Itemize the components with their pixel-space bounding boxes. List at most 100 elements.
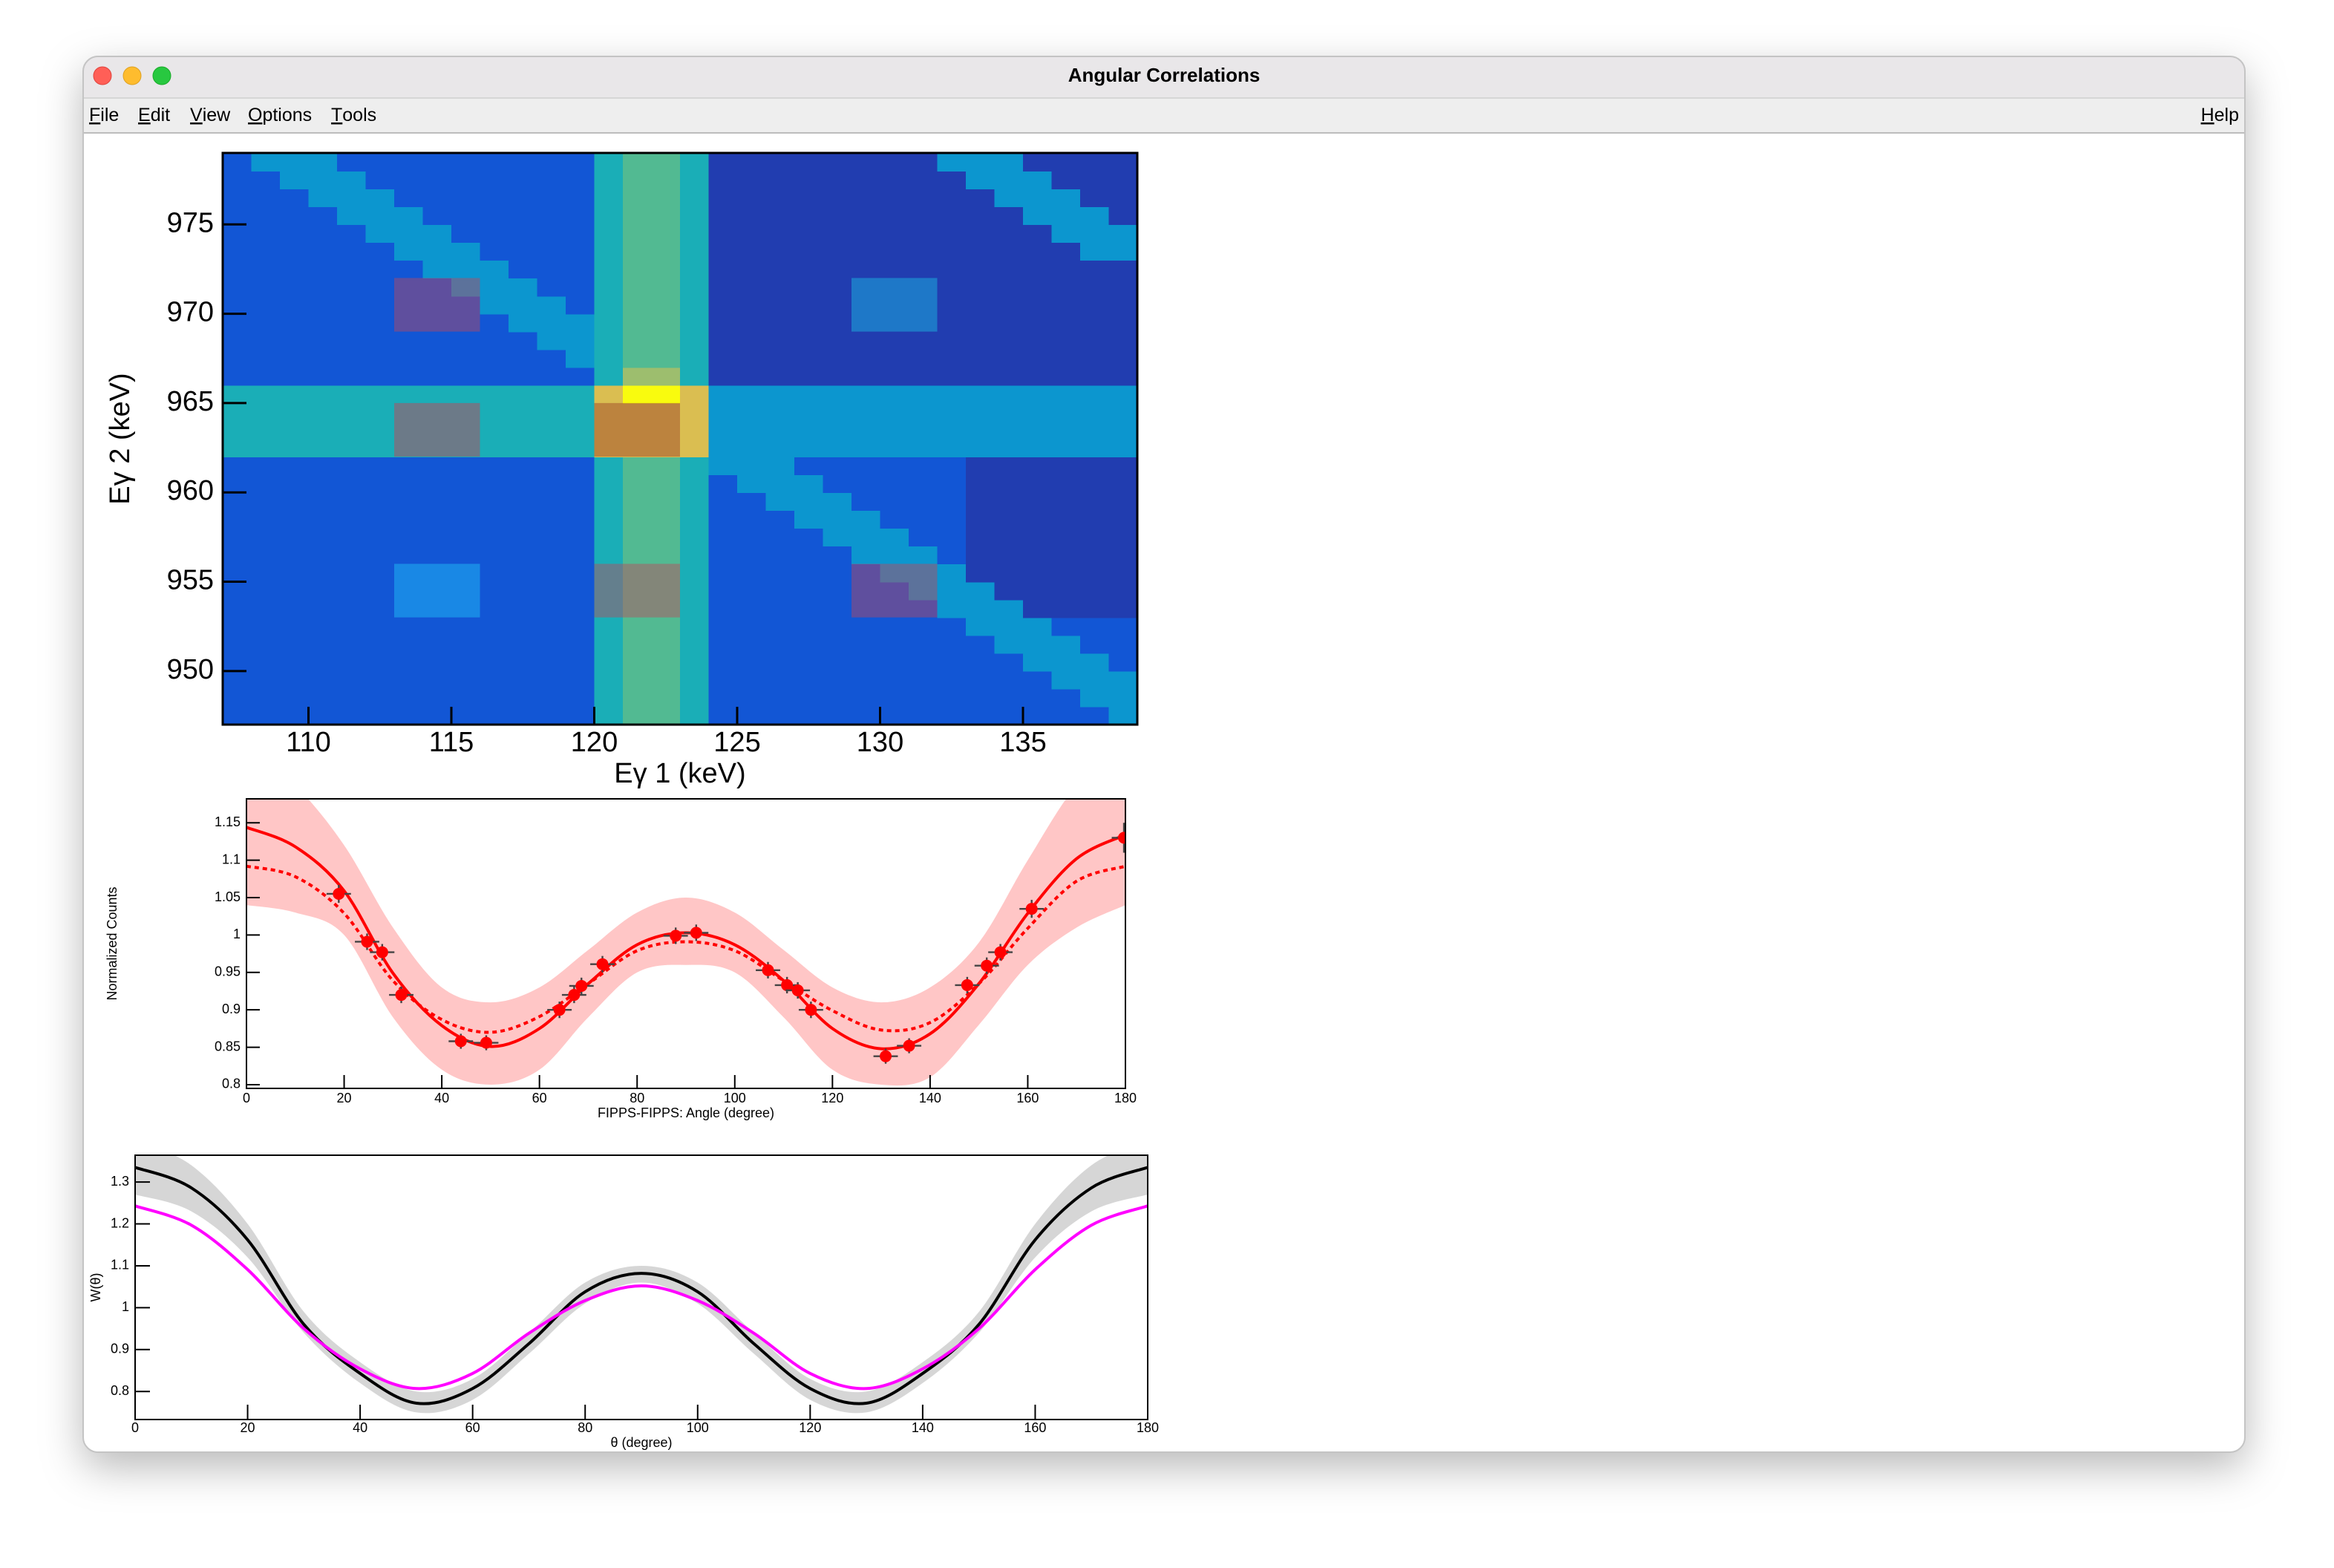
heatmap-cell <box>1080 331 1110 350</box>
heatmap-cell <box>394 206 424 226</box>
heatmap-cell <box>509 385 538 404</box>
heatmap-cell <box>765 260 795 279</box>
y-tick-label: 0.9 <box>111 1342 129 1356</box>
heatmap-cell <box>1051 564 1081 583</box>
heatmap-cell <box>594 331 624 350</box>
heatmap-cell <box>480 581 509 601</box>
heatmap-cell <box>280 492 310 512</box>
data-point <box>553 1004 566 1016</box>
x-tick-label: 100 <box>687 1420 709 1435</box>
heatmap-cell <box>880 706 909 725</box>
heatmap-cell <box>1108 206 1137 226</box>
heatmap-cell <box>280 260 310 279</box>
heatmap-cell <box>394 242 424 261</box>
heatmap-cell <box>880 331 909 350</box>
heatmap-cell <box>1051 688 1081 708</box>
heatmap-cell <box>1108 385 1137 404</box>
heatmap-cell <box>223 278 252 297</box>
heatmap-cell <box>566 206 595 226</box>
heatmap-cell <box>994 653 1024 672</box>
heatmap-cell <box>909 653 938 672</box>
heatmap-cell <box>365 224 395 244</box>
heatmap-cell <box>223 670 252 690</box>
x-axis-title: Eγ 1 (keV) <box>614 758 745 789</box>
heatmap-cell <box>1108 546 1137 565</box>
heatmap-cell <box>708 313 738 333</box>
window-chrome <box>83 56 2245 134</box>
heatmap-cell <box>937 171 967 189</box>
heatmap-cell <box>680 581 710 601</box>
heatmap-cell <box>708 420 738 440</box>
heatmap-cell <box>337 242 367 261</box>
heatmap-cell <box>737 402 767 422</box>
heatmap-cell <box>480 295 509 315</box>
heatmap-cell <box>880 564 909 583</box>
x-tick-label: 130 <box>857 727 903 758</box>
menu-item[interactable]: File <box>89 105 119 125</box>
heatmap-cell <box>651 295 681 315</box>
heatmap-cell <box>880 688 909 708</box>
heatmap-cell <box>651 171 681 189</box>
heatmap-cell <box>1023 670 1053 690</box>
x-tick-label: 180 <box>1137 1420 1159 1435</box>
heatmap-cell <box>851 385 881 404</box>
heatmap-cell <box>566 420 595 440</box>
heatmap-cell <box>251 206 281 226</box>
menu-item[interactable]: Help <box>2201 105 2239 125</box>
minimize-button[interactable] <box>122 66 142 85</box>
heatmap-cell <box>937 242 967 261</box>
heatmap-cell <box>365 492 395 512</box>
heatmap-cell <box>623 402 653 422</box>
heatmap-cell <box>966 349 996 368</box>
heatmap-cell <box>223 189 252 207</box>
heatmap-cell <box>480 474 509 493</box>
heatmap-cell <box>794 278 824 297</box>
heatmap-cell <box>451 706 481 725</box>
data-point <box>376 946 388 958</box>
heatmap-cell <box>765 670 795 690</box>
heatmap-cell <box>451 528 481 547</box>
menu-item[interactable]: Options <box>248 105 312 125</box>
heatmap-cell <box>1108 564 1137 583</box>
heatmap-cell <box>223 564 252 583</box>
heatmap-cell <box>223 688 252 708</box>
heatmap-cell <box>537 206 566 226</box>
heatmap-cell <box>1108 295 1137 315</box>
heatmap-cell <box>823 564 852 583</box>
heatmap-cell <box>1108 439 1137 457</box>
heatmap-cell <box>566 313 595 333</box>
heatmap-cell <box>537 242 566 261</box>
heatmap-cell <box>1080 402 1110 422</box>
heatmap-cell <box>937 599 967 618</box>
data-point <box>791 984 804 996</box>
heatmap-cell <box>451 313 481 333</box>
heatmap-cell <box>937 581 967 601</box>
heatmap-cell <box>737 581 767 601</box>
heatmap-cell <box>680 278 710 297</box>
heatmap-cell <box>1023 706 1053 725</box>
zoom-button[interactable] <box>152 66 171 85</box>
heatmap-cell <box>280 706 310 725</box>
heatmap-cell <box>365 457 395 475</box>
heatmap-cell <box>765 171 795 189</box>
data-point <box>1118 832 1125 844</box>
heatmap-cell <box>765 224 795 244</box>
heatmap-cell <box>480 153 509 172</box>
heatmap-cell <box>880 242 909 261</box>
heatmap-cell <box>280 439 310 457</box>
heatmap-cell <box>365 278 395 297</box>
close-button[interactable] <box>93 66 112 85</box>
heatmap-cell <box>308 474 338 493</box>
heatmap-cell <box>451 278 481 297</box>
menu-item[interactable]: Edit <box>138 105 170 125</box>
heatmap-cell <box>880 617 909 636</box>
heatmap-cell <box>708 688 738 708</box>
menu-item[interactable]: Tools <box>331 105 376 125</box>
heatmap-cell <box>994 278 1024 297</box>
heatmap-cell <box>1051 295 1081 315</box>
heatmap-cell <box>223 367 252 386</box>
heatmap-cell <box>566 242 595 261</box>
heatmap-cell <box>1108 171 1137 189</box>
heatmap-cell <box>1108 599 1137 618</box>
menu-item[interactable]: View <box>190 105 231 125</box>
